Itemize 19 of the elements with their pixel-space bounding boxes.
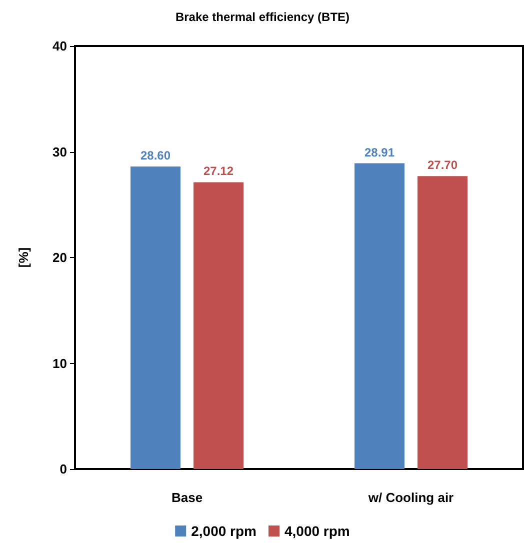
legend-label: 2,000 rpm [191,523,257,539]
bar [354,163,404,469]
bar [194,182,244,469]
y-tick-label: 40 [52,38,67,54]
data-label: 27.12 [203,164,234,178]
x-tick-label: w/ Cooling air [367,490,454,505]
y-tick-label: 30 [52,144,67,160]
x-tick-label: Base [171,490,203,505]
chart-title: Brake thermal efficiency (BTE) [175,10,350,24]
data-label: 28.60 [140,148,171,163]
y-tick-label: 10 [52,356,67,371]
bar [418,176,468,469]
y-axis-title: [%] [16,247,31,268]
legend-label: 4,000 rpm [284,523,350,539]
y-tick-label: 0 [60,462,67,476]
y-tick-label: 20 [52,250,67,265]
bar [130,166,180,469]
data-label: 27.70 [427,158,458,172]
data-label: 28.91 [364,145,395,160]
